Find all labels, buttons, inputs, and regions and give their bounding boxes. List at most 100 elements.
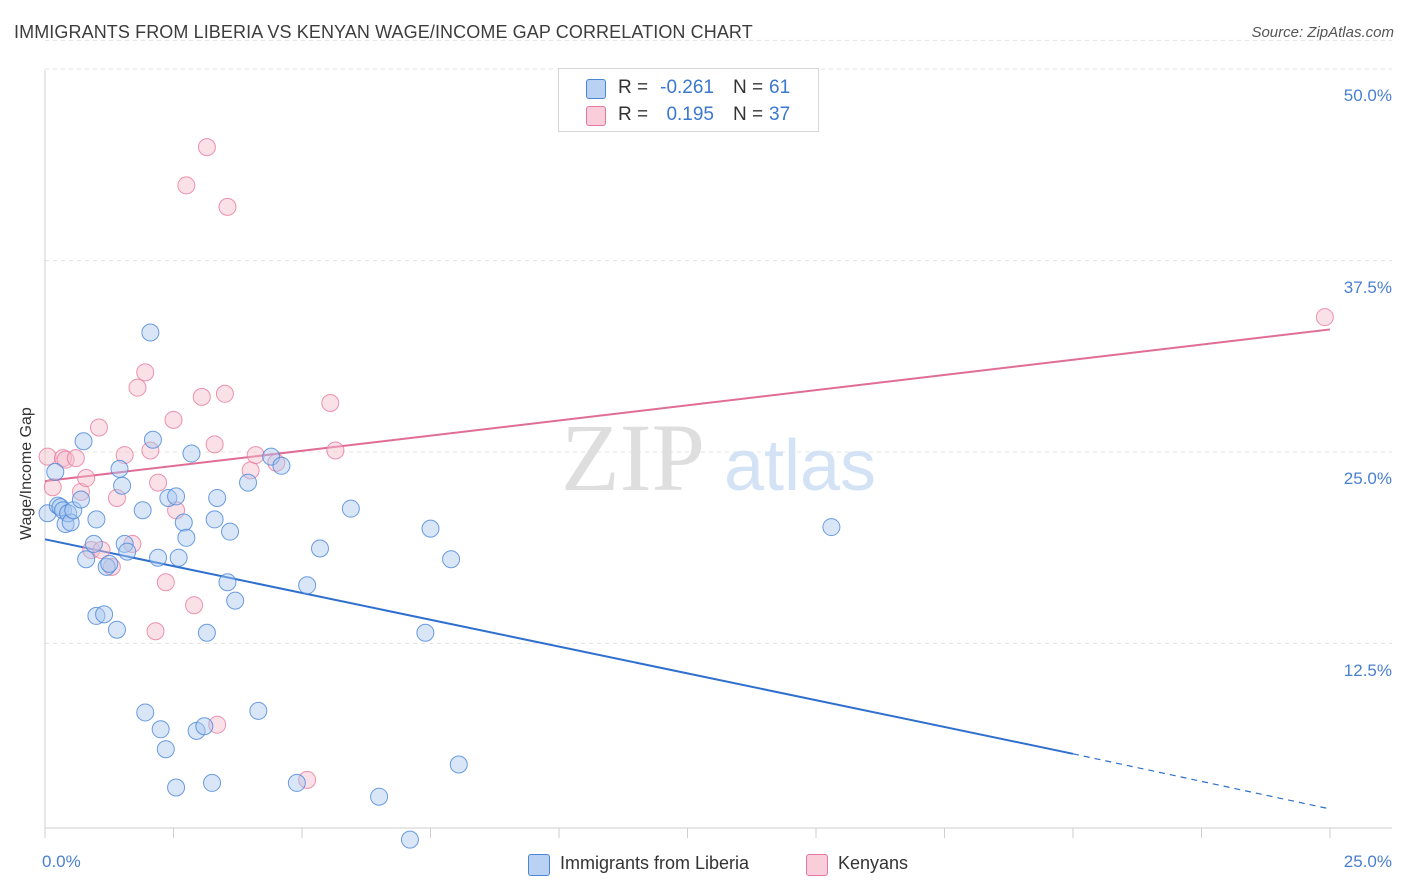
point-kenyans: [115, 446, 134, 465]
axes: [44, 70, 1392, 838]
point-kenyans: [185, 596, 204, 615]
point-liberia: [400, 830, 419, 849]
point-liberia: [341, 499, 360, 518]
point-kenyans: [38, 447, 57, 466]
legend-swatch-blue: [586, 79, 606, 99]
point-kenyans: [215, 384, 234, 403]
correlation-legend: R = -0.261 N = 61 R = 0.195 N = 37: [558, 68, 819, 132]
legend-label-liberia: Immigrants from Liberia: [560, 853, 750, 873]
point-liberia: [95, 605, 114, 624]
point-liberia: [159, 488, 178, 507]
point-liberia: [226, 591, 245, 610]
point-liberia: [84, 534, 103, 553]
point-liberia: [87, 510, 106, 529]
point-kenyans: [71, 482, 90, 501]
point-liberia: [370, 787, 389, 806]
x-tick-label-max: 25.0%: [1343, 852, 1392, 871]
chart-title: IMMIGRANTS FROM LIBERIA VS KENYAN WAGE/I…: [14, 22, 753, 42]
source-label: Source: ZipAtlas.com: [1251, 24, 1394, 41]
point-liberia: [74, 432, 93, 451]
point-liberia: [221, 522, 240, 541]
y-axis-label: Wage/Income Gap: [18, 407, 35, 540]
point-liberia: [156, 740, 175, 759]
point-liberia: [449, 755, 468, 774]
r-value: -0.261: [660, 77, 714, 98]
point-liberia: [272, 456, 291, 475]
point-liberia: [197, 623, 216, 642]
y-tick-label-25: 25.0%: [1343, 469, 1392, 488]
point-liberia: [118, 542, 137, 561]
y-tick-label-12-5: 12.5%: [1343, 661, 1392, 680]
y-tick-label-50: 50.0%: [1343, 86, 1392, 105]
point-liberia: [87, 606, 106, 625]
trend-line-liberia: [44, 538, 1074, 755]
legend-row-kenyans: R = 0.195 N = 37: [559, 102, 818, 126]
point-liberia: [249, 701, 268, 720]
point-liberia: [177, 528, 196, 547]
point-liberia: [107, 620, 126, 639]
point-liberia: [822, 518, 841, 537]
trend-lines: [44, 328, 1331, 810]
point-kenyans: [128, 378, 147, 397]
point-liberia: [46, 462, 65, 481]
point-liberia: [143, 430, 162, 449]
point-liberia: [298, 576, 317, 595]
point-kenyans: [146, 622, 165, 641]
n-value: 61: [769, 77, 791, 98]
legend-swatch-blue: [528, 854, 550, 876]
y-tick-label-37-5: 37.5%: [1343, 278, 1392, 297]
point-liberia: [151, 720, 170, 739]
point-kenyans: [141, 441, 160, 460]
point-kenyans: [89, 418, 108, 437]
r-label: R =: [618, 104, 649, 125]
point-liberia: [110, 459, 129, 478]
point-liberia: [208, 488, 227, 507]
point-liberia: [218, 573, 237, 592]
trend-line-kenyans: [44, 328, 1331, 483]
legend-row-liberia: R = -0.261 N = 61: [559, 75, 818, 99]
point-liberia: [239, 473, 258, 492]
point-liberia: [149, 548, 168, 567]
data-points: [38, 138, 1334, 849]
n-label: N =: [733, 77, 764, 98]
legend-label-kenyans: Kenyans: [838, 853, 909, 873]
r-label: R =: [618, 77, 649, 98]
trend-line-liberia-extension: [1072, 753, 1331, 810]
n-value: 37: [769, 104, 791, 125]
point-liberia: [169, 548, 188, 567]
watermark-zip: ZIP: [561, 404, 705, 511]
point-kenyans: [149, 473, 168, 492]
point-kenyans: [197, 138, 216, 157]
point-kenyans: [66, 449, 85, 468]
point-kenyans: [136, 363, 155, 382]
point-liberia: [71, 490, 90, 509]
point-kenyans: [326, 441, 345, 460]
point-kenyans: [298, 770, 317, 789]
point-kenyans: [218, 197, 237, 216]
grid-lines: [45, 39, 1392, 644]
series-legend: Immigrants from Liberia Kenyans: [0, 852, 1406, 878]
point-kenyans: [205, 435, 224, 454]
point-liberia: [203, 773, 222, 792]
point-liberia: [174, 513, 193, 532]
point-liberia: [167, 778, 186, 797]
point-kenyans: [1315, 308, 1334, 327]
watermark: ZIP atlas: [561, 404, 876, 511]
watermark-atlas: atlas: [724, 426, 876, 506]
point-liberia: [416, 623, 435, 642]
point-kenyans: [77, 469, 96, 488]
point-kenyans: [192, 387, 211, 406]
point-liberia: [182, 444, 201, 463]
legend-swatch-pink: [586, 106, 606, 126]
point-kenyans: [102, 557, 121, 576]
point-liberia: [97, 557, 116, 576]
point-kenyans: [164, 410, 183, 429]
point-liberia: [167, 487, 186, 506]
point-liberia: [442, 550, 461, 569]
point-kenyans: [156, 573, 175, 592]
point-kenyans: [43, 478, 62, 497]
point-liberia: [310, 539, 329, 558]
point-liberia: [141, 323, 160, 342]
point-liberia: [195, 717, 214, 736]
